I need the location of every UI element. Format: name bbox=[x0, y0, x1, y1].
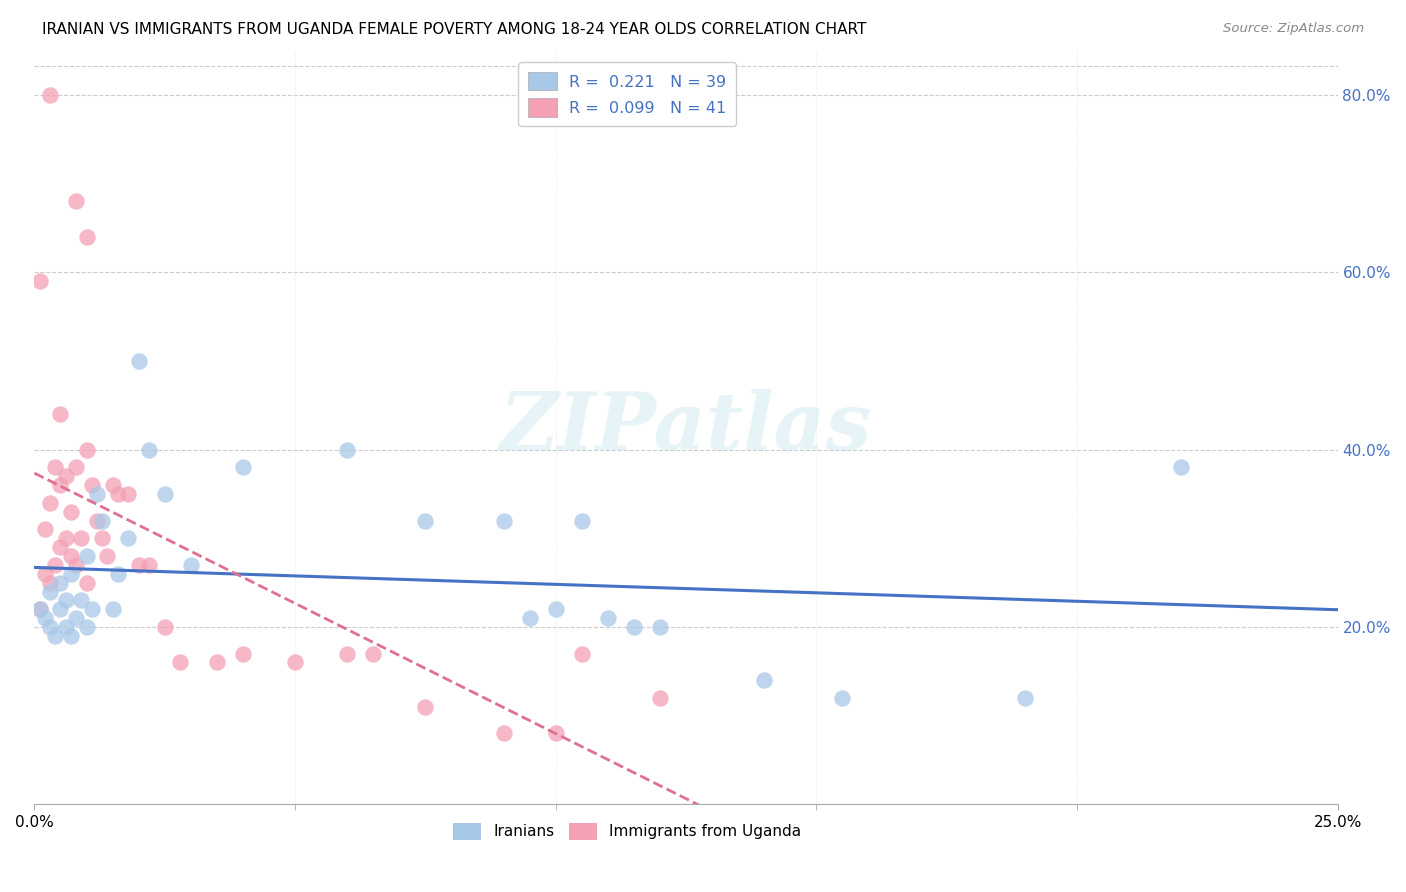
Point bbox=[39, 575, 62, 590]
Point bbox=[138, 442, 160, 457]
Point bbox=[55, 593, 77, 607]
Point bbox=[336, 647, 359, 661]
Point bbox=[76, 575, 98, 590]
Point bbox=[232, 460, 254, 475]
Point bbox=[65, 558, 87, 572]
Legend: Iranians, Immigrants from Uganda: Iranians, Immigrants from Uganda bbox=[447, 817, 807, 846]
Text: ZIPatlas: ZIPatlas bbox=[501, 389, 872, 467]
Point bbox=[28, 602, 51, 616]
Point bbox=[59, 505, 82, 519]
Point bbox=[596, 611, 619, 625]
Point bbox=[101, 478, 124, 492]
Point bbox=[49, 540, 72, 554]
Point bbox=[138, 558, 160, 572]
Point bbox=[169, 656, 191, 670]
Point bbox=[65, 194, 87, 209]
Point bbox=[55, 532, 77, 546]
Point bbox=[44, 629, 66, 643]
Point bbox=[34, 523, 56, 537]
Point bbox=[117, 532, 139, 546]
Point bbox=[76, 230, 98, 244]
Point bbox=[831, 690, 853, 705]
Point bbox=[492, 514, 515, 528]
Point bbox=[59, 629, 82, 643]
Point bbox=[28, 274, 51, 288]
Point bbox=[1170, 460, 1192, 475]
Point bbox=[153, 620, 176, 634]
Point bbox=[49, 602, 72, 616]
Point bbox=[91, 532, 114, 546]
Point bbox=[34, 566, 56, 581]
Point bbox=[153, 487, 176, 501]
Point bbox=[49, 478, 72, 492]
Point bbox=[415, 699, 437, 714]
Point bbox=[39, 584, 62, 599]
Point bbox=[361, 647, 384, 661]
Point bbox=[205, 656, 228, 670]
Point bbox=[34, 611, 56, 625]
Point bbox=[107, 566, 129, 581]
Point bbox=[28, 602, 51, 616]
Point bbox=[76, 620, 98, 634]
Text: Source: ZipAtlas.com: Source: ZipAtlas.com bbox=[1223, 22, 1364, 36]
Point bbox=[754, 673, 776, 688]
Point bbox=[544, 602, 567, 616]
Point bbox=[86, 487, 108, 501]
Point bbox=[232, 647, 254, 661]
Point bbox=[86, 514, 108, 528]
Point bbox=[44, 558, 66, 572]
Point bbox=[55, 620, 77, 634]
Text: IRANIAN VS IMMIGRANTS FROM UGANDA FEMALE POVERTY AMONG 18-24 YEAR OLDS CORRELATI: IRANIAN VS IMMIGRANTS FROM UGANDA FEMALE… bbox=[42, 22, 866, 37]
Point bbox=[80, 478, 103, 492]
Point bbox=[117, 487, 139, 501]
Point bbox=[648, 620, 671, 634]
Point bbox=[623, 620, 645, 634]
Point bbox=[39, 88, 62, 103]
Point bbox=[49, 407, 72, 421]
Point bbox=[180, 558, 202, 572]
Point bbox=[336, 442, 359, 457]
Point bbox=[49, 575, 72, 590]
Point bbox=[1014, 690, 1036, 705]
Point bbox=[76, 549, 98, 563]
Point bbox=[59, 566, 82, 581]
Point bbox=[65, 611, 87, 625]
Point bbox=[492, 726, 515, 740]
Point bbox=[55, 469, 77, 483]
Point bbox=[96, 549, 118, 563]
Point bbox=[519, 611, 541, 625]
Point bbox=[44, 460, 66, 475]
Point bbox=[284, 656, 307, 670]
Point bbox=[648, 690, 671, 705]
Point bbox=[59, 549, 82, 563]
Point bbox=[80, 602, 103, 616]
Point bbox=[415, 514, 437, 528]
Point bbox=[76, 442, 98, 457]
Point bbox=[70, 593, 93, 607]
Point bbox=[39, 496, 62, 510]
Point bbox=[107, 487, 129, 501]
Point bbox=[91, 514, 114, 528]
Point bbox=[65, 460, 87, 475]
Point bbox=[571, 647, 593, 661]
Point bbox=[101, 602, 124, 616]
Point bbox=[39, 620, 62, 634]
Point bbox=[544, 726, 567, 740]
Point bbox=[128, 558, 150, 572]
Point bbox=[128, 354, 150, 368]
Point bbox=[70, 532, 93, 546]
Point bbox=[571, 514, 593, 528]
